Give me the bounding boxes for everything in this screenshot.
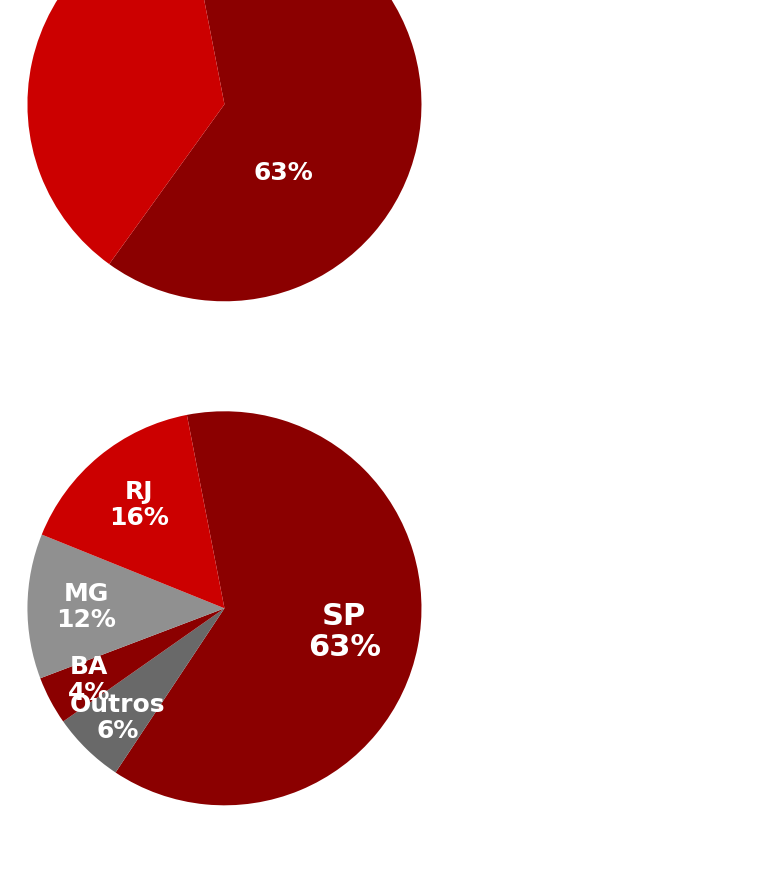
Wedge shape: [27, 0, 224, 264]
Wedge shape: [27, 534, 224, 679]
Wedge shape: [63, 608, 224, 773]
Text: RJ
16%: RJ 16%: [109, 480, 170, 530]
Text: MG
12%: MG 12%: [57, 582, 117, 632]
Text: Outros
6%: Outros 6%: [70, 693, 165, 743]
Text: BA
4%: BA 4%: [67, 655, 110, 706]
Wedge shape: [115, 411, 422, 806]
Wedge shape: [109, 0, 422, 302]
Text: 63%: 63%: [254, 162, 313, 185]
Wedge shape: [42, 415, 224, 608]
Wedge shape: [40, 608, 224, 721]
Text: SP
63%: SP 63%: [308, 602, 381, 662]
